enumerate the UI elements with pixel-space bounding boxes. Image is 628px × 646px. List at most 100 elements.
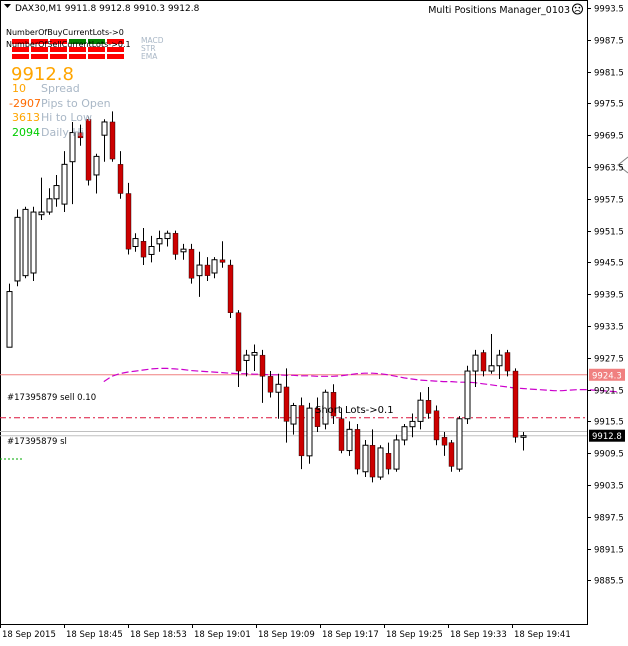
candle-body	[164, 232, 171, 240]
y-tick-label: 9951.5	[594, 228, 624, 238]
bear-candle	[433, 405, 440, 446]
y-tick-label: 9957.5	[594, 196, 624, 206]
bull-candle	[393, 434, 400, 472]
bull-candle	[30, 206, 37, 281]
candle-body	[354, 429, 361, 470]
bull-candle	[69, 121, 76, 205]
x-tick-label: 18 Sep 19:17	[322, 630, 379, 640]
candle-body	[85, 119, 92, 181]
bull-candle	[472, 349, 479, 387]
header: DAX30,M1 9911.8 9912.8 9910.3 9912.8 Mul…	[4, 3, 583, 16]
candle-body	[488, 365, 495, 372]
bull-candle	[211, 257, 218, 279]
candle-body	[30, 211, 37, 274]
bull-candle	[456, 416, 463, 472]
moving-average	[103, 367, 618, 393]
y-tick-label: 9897.5	[594, 514, 624, 524]
stop-loss-label[interactable]: #17395879 sl	[7, 437, 67, 447]
bull-candle	[243, 349, 250, 377]
hi-to-low-label: Hi to Low	[41, 111, 92, 124]
pips-to-open-label: Pips to Open	[41, 97, 111, 110]
signal-bar	[50, 54, 67, 59]
chart-shift-marker[interactable]	[617, 156, 628, 174]
bid-price-tag-bg	[589, 429, 625, 442]
candle-body	[61, 163, 68, 205]
price-tags: 9924.3 9912.8	[589, 368, 625, 442]
signal-bar	[107, 54, 124, 59]
bear-candle	[512, 368, 519, 443]
bear-candle	[314, 397, 321, 432]
bull-candle	[275, 373, 282, 419]
bull-candle	[61, 151, 68, 213]
candle-body	[496, 354, 503, 367]
bear-candle	[219, 241, 226, 268]
bear-candle	[172, 230, 179, 260]
candle-body	[38, 211, 45, 216]
candle-body	[456, 418, 463, 470]
candle-body	[148, 246, 155, 255]
candle-body	[401, 426, 408, 441]
candle-body	[172, 233, 179, 255]
y-tick-label: 9981.5	[594, 69, 624, 79]
signal-bar	[107, 39, 124, 44]
bear-candle	[441, 432, 448, 456]
candle-body	[425, 400, 432, 414]
bull-candle	[464, 365, 471, 425]
dropdown-arrow-icon[interactable]	[4, 4, 11, 8]
y-tick-label: 9933.5	[594, 323, 624, 333]
y-tick-label: 9945.5	[594, 259, 624, 269]
bear-candle	[85, 116, 92, 186]
current-price-value: 9912.8	[11, 64, 74, 85]
signal-bar	[31, 39, 48, 44]
x-tick-label: 18 Sep 19:25	[386, 630, 443, 640]
candle-body	[290, 405, 297, 425]
bear-candle	[109, 111, 116, 162]
bear-candle	[504, 349, 511, 377]
symbol-quote-line: DAX30,M1 9911.8 9912.8 9910.3 9912.8	[15, 4, 200, 14]
signal-bar	[69, 47, 86, 52]
short-lots-label: Short Lots->0.1	[315, 405, 394, 416]
bear-candle	[369, 429, 376, 483]
candle-body	[235, 312, 242, 372]
bear-candle	[385, 442, 392, 475]
chart-frame	[0, 0, 588, 625]
y-tick-label: 9969.5	[594, 132, 624, 142]
signal-bar	[69, 54, 86, 59]
bear-candle	[125, 182, 132, 255]
y-tick-label: 9975.5	[594, 100, 624, 110]
bull-candle	[53, 174, 60, 207]
candle-body	[211, 259, 218, 274]
y-tick-label: 9963.5	[594, 164, 624, 174]
candle-body	[283, 386, 290, 422]
y-tick-label: 9987.5	[594, 37, 624, 47]
x-tick-label: 18 Sep 19:41	[514, 630, 571, 640]
signal-bar	[12, 47, 29, 52]
signal-bar	[50, 39, 67, 44]
y-tick-label: 9993.5	[594, 5, 624, 15]
bull-candle	[290, 402, 297, 435]
signal-bar	[107, 47, 124, 52]
candle-body	[385, 453, 392, 470]
info-panel: NumberOfBuyCurrentLots->0 NumberOfSellCu…	[6, 28, 164, 139]
open-price-tag: 9924.3	[592, 371, 622, 381]
smiley-icon[interactable]	[572, 3, 583, 15]
candle-body	[338, 418, 345, 451]
sell-order-label[interactable]: #17395879 sell 0.10	[7, 393, 96, 403]
bear-candle	[338, 408, 345, 454]
bid-price-tag: 9912.8	[592, 432, 622, 442]
indicator-name-ema: EMA	[141, 52, 158, 61]
candle-body	[156, 238, 163, 245]
bull-candle	[196, 251, 203, 297]
candle-body	[46, 198, 53, 213]
candle-body	[369, 445, 376, 478]
bull-candle	[156, 230, 163, 252]
y-tick-label: 9927.5	[594, 355, 624, 365]
bull-candle	[46, 188, 53, 215]
candle-body	[330, 392, 337, 417]
candle-body	[314, 407, 321, 427]
candle-body	[417, 399, 424, 422]
bull-candle	[148, 235, 155, 263]
bull-candle	[6, 283, 13, 348]
candle-body	[227, 264, 234, 313]
